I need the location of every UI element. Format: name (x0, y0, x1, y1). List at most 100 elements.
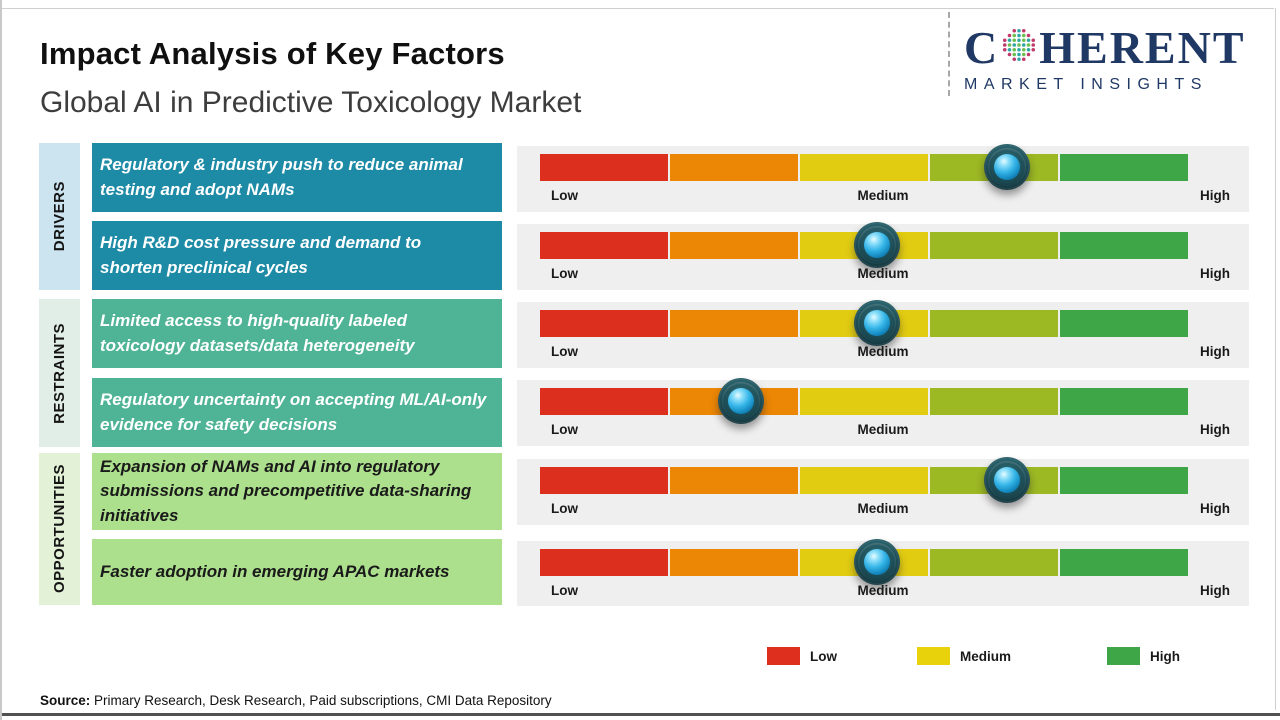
impact-bar (540, 144, 1188, 190)
impact-bar-segment (670, 232, 798, 259)
page-subtitle: Global AI in Predictive Toxicology Marke… (40, 86, 582, 119)
source-label: Source: (40, 693, 91, 708)
scale-label-high: High (1200, 266, 1230, 281)
legend-swatch-low (767, 647, 800, 665)
impact-bar-segment (930, 232, 1058, 259)
impact-marker (853, 222, 900, 268)
impact-bar-segment (670, 549, 798, 576)
factor-text: Limited access to high-quality labeled t… (100, 311, 415, 355)
legend-item-low: Low (767, 647, 837, 665)
scale-label-medium: Medium (857, 344, 909, 359)
brand-wordmark: C HERENT (964, 24, 1264, 72)
factor-text: Regulatory uncertainty on accepting ML/A… (100, 390, 487, 434)
impact-panel: Low Medium High (517, 378, 1249, 446)
scale-label-high: High (1200, 344, 1230, 359)
factor-text: Expansion of NAMs and AI into regulatory… (100, 457, 472, 525)
impact-bar-segment (1060, 232, 1188, 259)
impact-panel: Low Medium High (517, 300, 1249, 368)
category-label-opportunities: OPPORTUNITIES (51, 464, 68, 594)
factor-text: Regulatory & industry push to reduce ani… (100, 155, 463, 199)
impact-panel: Low Medium High (517, 539, 1249, 606)
impact-bar-segment (1060, 154, 1188, 181)
legend-label-high: High (1150, 648, 1180, 664)
category-strip-drivers: DRIVERS (39, 143, 80, 290)
impact-marker (853, 300, 900, 346)
factor-box: Regulatory uncertainty on accepting ML/A… (92, 378, 502, 447)
scale-label-medium: Medium (857, 422, 909, 437)
scale-label-medium: Medium (857, 188, 909, 203)
impact-marker (983, 144, 1030, 190)
scale-label-high: High (1200, 501, 1230, 516)
impact-bar-segment (930, 549, 1058, 576)
scale-label-high: High (1200, 188, 1230, 203)
impact-panel: Low Medium High (517, 222, 1249, 290)
scale-label-high: High (1200, 422, 1230, 437)
factor-box: Regulatory & industry push to reduce ani… (92, 143, 502, 212)
impact-bar-segment (540, 154, 668, 181)
impact-panel: Low Medium High (517, 457, 1249, 525)
impact-bar-segment (540, 232, 668, 259)
brand-divider (948, 12, 950, 96)
factor-text: High R&D cost pressure and demand to sho… (100, 233, 422, 277)
impact-panel: Low Medium High (517, 144, 1249, 212)
impact-bar (540, 300, 1188, 346)
impact-bar-segment (540, 310, 668, 337)
impact-bar-segment (1060, 310, 1188, 337)
brand-word-rest: HERENT (1039, 22, 1246, 73)
impact-bar-segment (540, 549, 668, 576)
scale-label-medium: Medium (857, 266, 909, 281)
legend-swatch-medium (917, 647, 950, 665)
impact-bar-segment (670, 154, 798, 181)
scale-label-medium: Medium (857, 583, 909, 598)
category-label-drivers: DRIVERS (51, 181, 68, 252)
impact-marker (853, 539, 900, 585)
impact-bar-segment (800, 154, 928, 181)
category-strip-opportunities: OPPORTUNITIES (39, 453, 80, 605)
factor-box: Limited access to high-quality labeled t… (92, 299, 502, 368)
impact-bar (540, 222, 1188, 268)
impact-bar-segment (670, 310, 798, 337)
impact-bar-segment (1060, 388, 1188, 415)
bottom-border (2, 713, 1280, 716)
brand-letter-c: C (964, 22, 1000, 73)
impact-bar-segment (930, 388, 1058, 415)
impact-bar (540, 539, 1188, 585)
impact-bar-segment (540, 467, 668, 494)
globe-icon (1000, 26, 1038, 72)
impact-bar-segment (670, 467, 798, 494)
factor-box: Expansion of NAMs and AI into regulatory… (92, 453, 502, 530)
impact-bar (540, 378, 1188, 424)
impact-bar-segment (800, 467, 928, 494)
scale-label-low: Low (551, 188, 578, 203)
scale-label-low: Low (551, 422, 578, 437)
legend-item-medium: Medium (917, 647, 1011, 665)
legend-label-medium: Medium (960, 648, 1012, 664)
impact-bar-segment (1060, 549, 1188, 576)
category-strip-restraints: RESTRAINTS (39, 299, 80, 447)
source-text: Primary Research, Desk Research, Paid su… (90, 693, 552, 708)
category-label-restraints: RESTRAINTS (51, 322, 68, 424)
impact-bar-segment (800, 388, 928, 415)
source-line: Source: Primary Research, Desk Research,… (40, 693, 552, 708)
legend-item-high: High (1107, 647, 1180, 665)
legend-label-low: Low (810, 648, 837, 664)
legend-swatch-high (1107, 647, 1140, 665)
scale-label-medium: Medium (857, 501, 909, 516)
scale-label-low: Low (551, 266, 578, 281)
scale-label-low: Low (551, 583, 578, 598)
impact-bar-segment (930, 310, 1058, 337)
factor-box: High R&D cost pressure and demand to sho… (92, 221, 502, 290)
impact-bar-segment (1060, 467, 1188, 494)
impact-marker (983, 457, 1030, 503)
scale-label-low: Low (551, 344, 578, 359)
brand-logo: C HERENT MARKET INSIGHTS (964, 24, 1264, 94)
impact-bar-segment (540, 388, 668, 415)
impact-marker (717, 378, 764, 424)
page-title: Impact Analysis of Key Factors (40, 36, 505, 71)
factor-box: Faster adoption in emerging APAC markets (92, 539, 502, 605)
scale-label-low: Low (551, 501, 578, 516)
impact-bar (540, 457, 1188, 503)
scale-label-high: High (1200, 583, 1230, 598)
brand-tagline: MARKET INSIGHTS (964, 76, 1208, 93)
